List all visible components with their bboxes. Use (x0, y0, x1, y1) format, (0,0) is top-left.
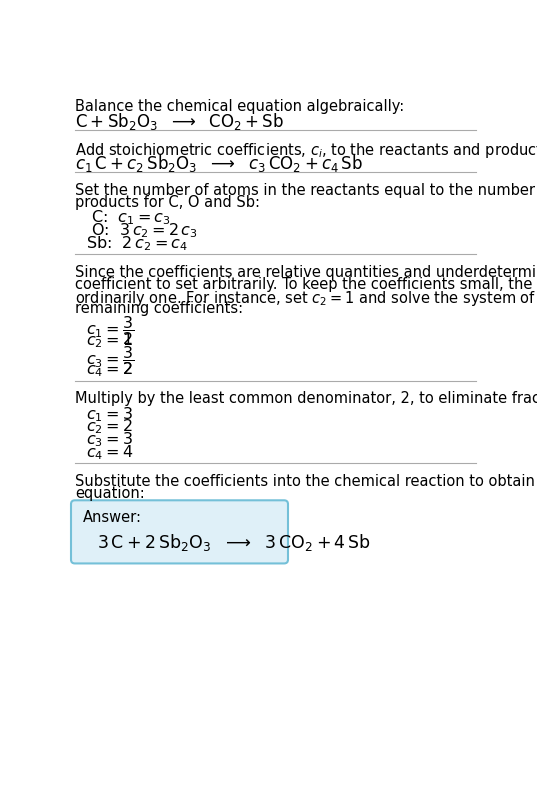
Text: O:  $3\,c_2 = 2\,c_3$: O: $3\,c_2 = 2\,c_3$ (86, 222, 198, 240)
Text: ordinarily one. For instance, set $c_2 = 1$ and solve the system of equations fo: ordinarily one. For instance, set $c_2 =… (75, 289, 537, 308)
Text: Multiply by the least common denominator, 2, to eliminate fractional coefficient: Multiply by the least common denominator… (75, 391, 537, 407)
Text: Since the coefficients are relative quantities and underdetermined, choose a: Since the coefficients are relative quan… (75, 265, 537, 280)
Text: $c_4 = 4$: $c_4 = 4$ (86, 443, 133, 461)
Text: $c_3 = 3$: $c_3 = 3$ (86, 430, 133, 449)
Text: C:  $c_1 = c_3$: C: $c_1 = c_3$ (86, 209, 170, 227)
Text: equation:: equation: (75, 486, 144, 501)
Text: $3\,\mathregular{C} + 2\,\mathregular{Sb_2O_3}$  $\longrightarrow$  $3\,\mathreg: $3\,\mathregular{C} + 2\,\mathregular{Sb… (97, 532, 371, 553)
Text: $c_1\,\mathregular{C} + c_2\,\mathregular{Sb_2O_3}$  $\longrightarrow$  $c_3\,\m: $c_1\,\mathregular{C} + c_2\,\mathregula… (75, 153, 363, 174)
Text: $c_2 = 2$: $c_2 = 2$ (86, 418, 132, 436)
Text: $c_2 = 1$: $c_2 = 1$ (86, 331, 133, 349)
Text: $c_4 = 2$: $c_4 = 2$ (86, 360, 132, 379)
Text: Add stoichiometric coefficients, $c_i$, to the reactants and products:: Add stoichiometric coefficients, $c_i$, … (75, 141, 537, 160)
Text: Answer:: Answer: (83, 511, 142, 526)
Text: $\mathregular{C + Sb_2O_3}$  $\longrightarrow$  $\mathregular{CO_2 + Sb}$: $\mathregular{C + Sb_2O_3}$ $\longrighta… (75, 111, 284, 132)
Text: $c_1 = 3$: $c_1 = 3$ (86, 405, 133, 423)
Text: Sb:  $2\,c_2 = c_4$: Sb: $2\,c_2 = c_4$ (86, 234, 187, 252)
Text: Balance the chemical equation algebraically:: Balance the chemical equation algebraica… (75, 99, 404, 114)
FancyBboxPatch shape (71, 500, 288, 564)
Text: Set the number of atoms in the reactants equal to the number of atoms in the: Set the number of atoms in the reactants… (75, 183, 537, 198)
Text: remaining coefficients:: remaining coefficients: (75, 301, 243, 316)
Text: products for C, O and Sb:: products for C, O and Sb: (75, 195, 260, 210)
Text: $c_1 = \dfrac{3}{2}$: $c_1 = \dfrac{3}{2}$ (86, 314, 134, 347)
Text: Substitute the coefficients into the chemical reaction to obtain the balanced: Substitute the coefficients into the che… (75, 474, 537, 489)
Text: coefficient to set arbitrarily. To keep the coefficients small, the arbitrary va: coefficient to set arbitrarily. To keep … (75, 277, 537, 292)
Text: $c_3 = \dfrac{3}{2}$: $c_3 = \dfrac{3}{2}$ (86, 344, 134, 376)
